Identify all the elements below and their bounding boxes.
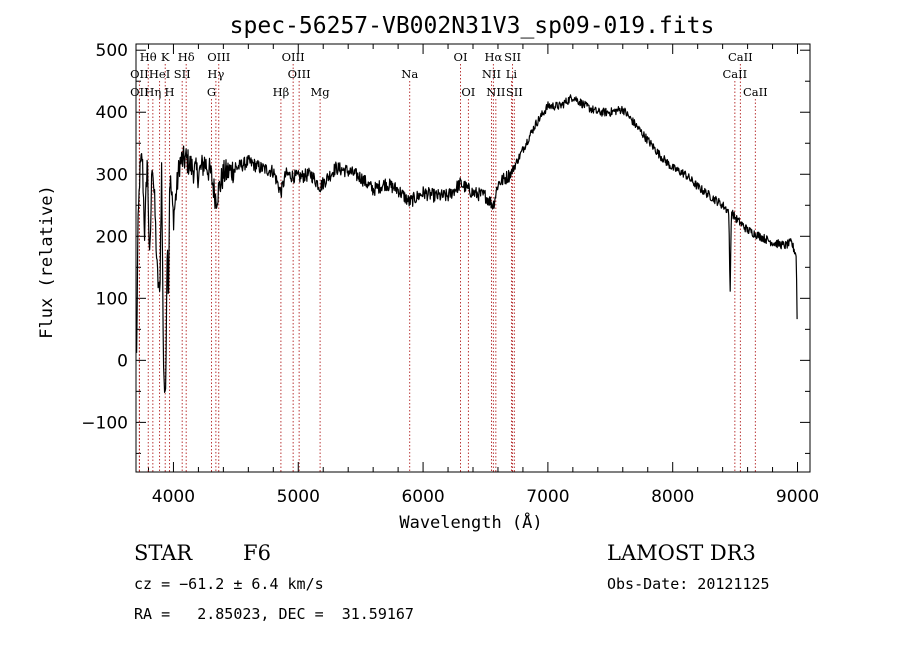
spectral-line-label: OIII: [288, 67, 311, 81]
spectral-line-label: OIII: [207, 50, 230, 64]
spectral-line-label: CaII: [722, 67, 747, 81]
spectral-line-label: Li: [506, 67, 518, 81]
spectral-line-label: Hδ: [178, 50, 195, 64]
object-class: STAR: [134, 541, 193, 565]
x-tick-label: 9000: [776, 487, 819, 507]
spectral-line-label: Hη: [144, 85, 161, 99]
axis-ticks: 4000 5000 6000 7000 8000 9000 −100 0 100 200 300 40…: [81, 41, 819, 507]
spectrum-line: [136, 94, 798, 393]
y-tick-label: 400: [96, 103, 128, 123]
object-subclass: F6: [243, 541, 271, 565]
spectral-line-label: NII: [482, 67, 501, 81]
spectral-line-label: Na: [401, 67, 418, 81]
y-tick-label: 0: [117, 351, 128, 371]
spectral-line-label: HeI: [149, 67, 170, 81]
spectral-line-label: H: [165, 85, 175, 99]
y-tick-label: 200: [96, 227, 128, 247]
spectral-line-label: CaII: [728, 50, 753, 64]
spectral-line-label: Hα: [484, 50, 502, 64]
spectral-line-label: Hγ: [207, 67, 224, 81]
spectral-line-label: Hβ: [273, 85, 290, 99]
spectral-line-label: CaII: [743, 85, 768, 99]
spectral-line-label: OIII: [282, 50, 305, 64]
chart-title: spec-56257-VB002N31V3_sp09-019.fits: [230, 13, 715, 39]
x-tick-label: 4000: [152, 487, 195, 507]
spectral-line-label: OII: [130, 85, 149, 99]
x-tick-label: 8000: [651, 487, 694, 507]
x-tick-label: 6000: [401, 487, 444, 507]
spectral-line-label: Mg: [311, 85, 331, 99]
spectral-line-label: OII: [130, 67, 149, 81]
redshift-value: cz = −61.2 ± 6.4 km/s: [134, 575, 324, 593]
y-tick-label: 300: [96, 165, 128, 185]
spectral-line-label: G: [207, 85, 216, 99]
spectral-line-label: OI: [454, 50, 468, 64]
x-axis-label: Wavelength (Å): [399, 511, 542, 533]
y-tick-label: 500: [96, 41, 128, 61]
y-tick-label: 100: [96, 289, 128, 309]
coordinates: RA = 2.85023, DEC = 31.59167: [134, 605, 414, 623]
spectral-line-label: SII: [506, 85, 523, 99]
plot-frame: [135, 43, 811, 473]
obs-date: Obs-Date: 20121125: [607, 575, 770, 593]
x-tick-label: 5000: [277, 487, 320, 507]
spectral-line-label: SII: [174, 67, 191, 81]
spectral-line-label: SII: [504, 50, 521, 64]
spectral-line-label: K: [161, 50, 170, 64]
survey-name: LAMOST DR3: [607, 541, 756, 565]
x-tick-label: 7000: [526, 487, 569, 507]
spectral-line-label: Hθ: [140, 50, 157, 64]
spectral-line-label: OI: [461, 85, 475, 99]
spectral-line-label: NII: [486, 85, 505, 99]
y-tick-label: −100: [81, 413, 128, 433]
y-axis-label: Flux (relative): [37, 185, 57, 339]
